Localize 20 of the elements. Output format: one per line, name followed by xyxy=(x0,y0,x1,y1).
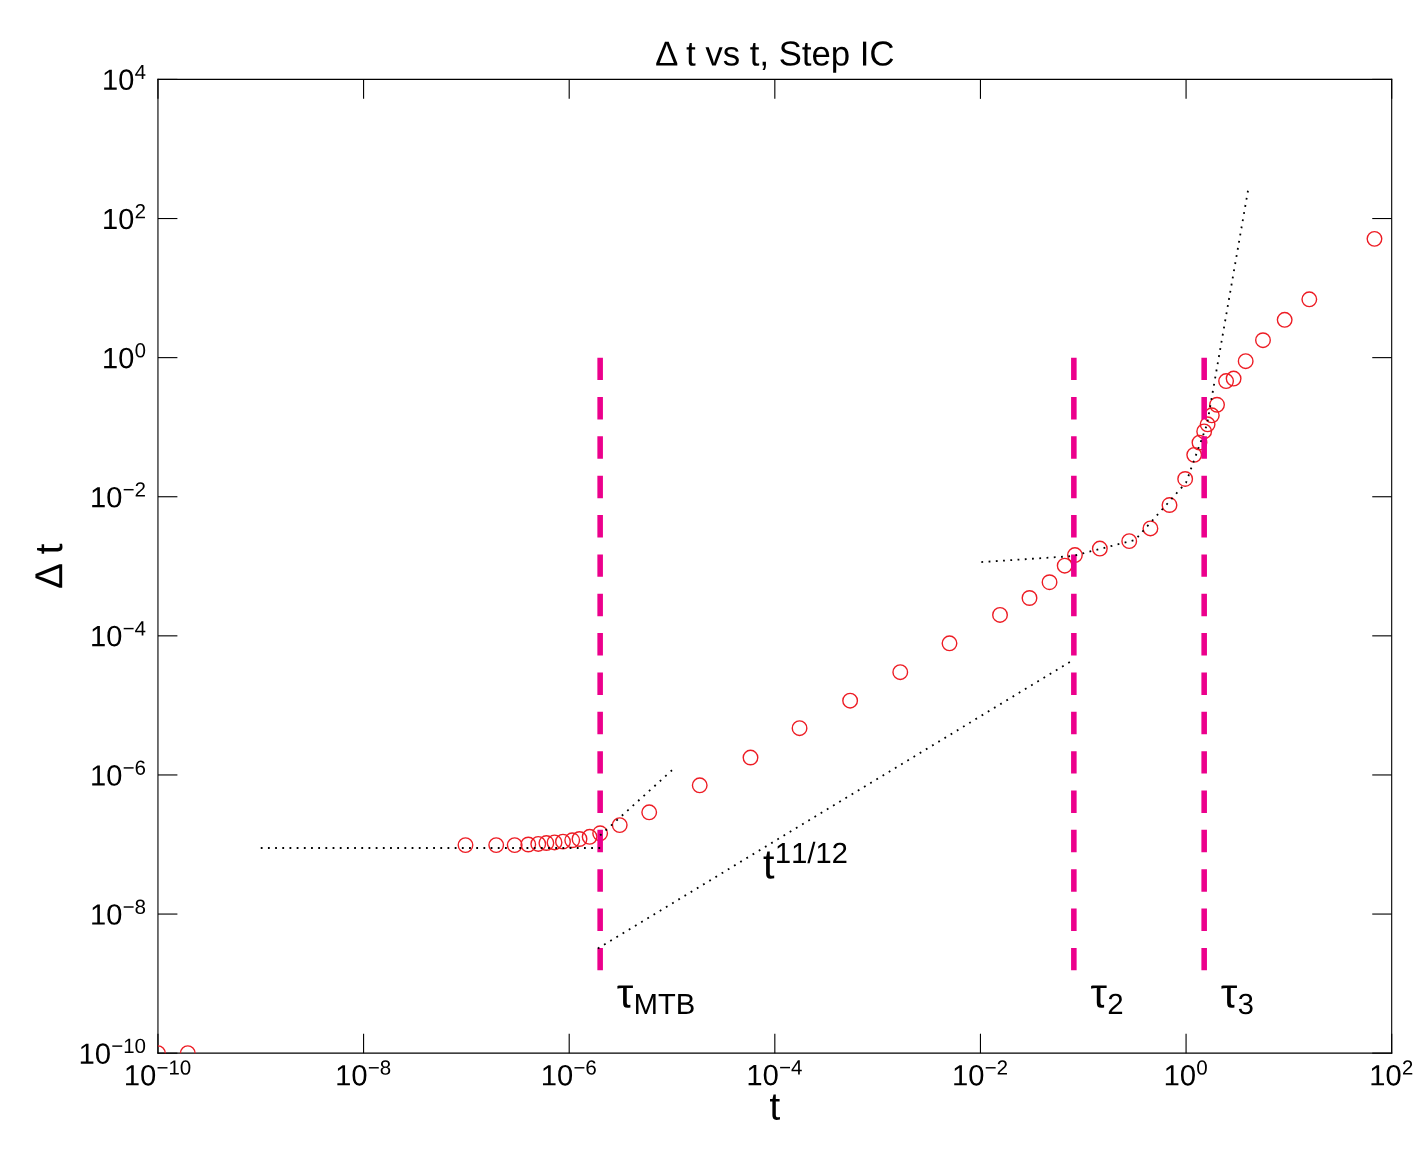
y-tick-label: 10$^{2}$ xyxy=(104,204,145,230)
y-tick-label: 10$^{−4}$ xyxy=(92,621,146,647)
x-axis-title: t xyxy=(770,1094,780,1120)
x-tick-label: 10$^{−6}$ xyxy=(542,1060,596,1086)
series-label: t$^{11/12}$ xyxy=(763,841,847,879)
series-label: τ$_{2}$ xyxy=(1091,985,1123,1015)
y-tick-label: 10$^{−8}$ xyxy=(92,899,146,925)
x-tick-label: 10$^{2}$ xyxy=(1371,1060,1413,1086)
chart-title: Δ t vs t, Step IC xyxy=(656,41,894,73)
x-tick-label: 10$^{−2}$ xyxy=(954,1060,1007,1086)
x-tick-label: 10$^{−8}$ xyxy=(337,1060,391,1086)
y-axis-title: Δ t xyxy=(35,543,63,588)
x-tick-label: 10$^{−4}$ xyxy=(748,1060,802,1086)
series-label: τ$_{MTB}$ xyxy=(617,985,694,1015)
y-tick-label: 10$^{−2}$ xyxy=(92,482,145,508)
y-tick-label: 10$^{0}$ xyxy=(104,343,146,369)
y-tick-label: 10$^{4}$ xyxy=(104,64,146,91)
y-tick-label: 10$^{−6}$ xyxy=(92,760,146,786)
series-label: τ$_{3}$ xyxy=(1221,985,1253,1015)
x-tick-label: 10$^{0}$ xyxy=(1165,1060,1207,1086)
